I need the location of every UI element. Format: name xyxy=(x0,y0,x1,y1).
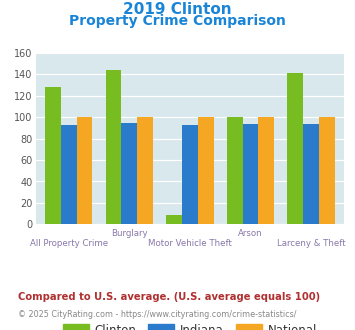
Bar xyxy=(45,87,61,224)
Bar xyxy=(182,125,198,224)
Text: 2019 Clinton: 2019 Clinton xyxy=(123,2,232,16)
Text: Arson: Arson xyxy=(238,229,263,238)
Bar xyxy=(77,117,92,224)
Text: Motor Vehicle Theft: Motor Vehicle Theft xyxy=(148,239,232,248)
Text: All Property Crime: All Property Crime xyxy=(30,239,108,248)
Legend: Clinton, Indiana, National: Clinton, Indiana, National xyxy=(58,319,322,330)
Text: Larceny & Theft: Larceny & Theft xyxy=(277,239,345,248)
Bar xyxy=(303,123,319,224)
Bar xyxy=(61,125,77,224)
Text: Burglary: Burglary xyxy=(111,229,148,238)
Bar xyxy=(242,123,258,224)
Bar xyxy=(288,73,303,224)
Text: © 2025 CityRating.com - https://www.cityrating.com/crime-statistics/: © 2025 CityRating.com - https://www.city… xyxy=(18,310,296,318)
Text: Property Crime Comparison: Property Crime Comparison xyxy=(69,14,286,28)
Bar xyxy=(227,117,242,224)
Text: Compared to U.S. average. (U.S. average equals 100): Compared to U.S. average. (U.S. average … xyxy=(18,292,320,302)
Bar xyxy=(106,70,121,224)
Bar xyxy=(166,215,182,224)
Bar xyxy=(258,117,274,224)
Bar xyxy=(198,117,214,224)
Bar xyxy=(121,122,137,224)
Bar xyxy=(319,117,335,224)
Bar xyxy=(137,117,153,224)
